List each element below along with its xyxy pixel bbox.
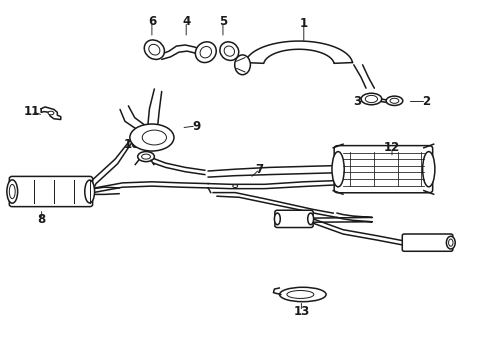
- Polygon shape: [162, 45, 211, 59]
- Text: 13: 13: [293, 305, 310, 318]
- Ellipse shape: [48, 111, 54, 115]
- Ellipse shape: [422, 152, 435, 187]
- Ellipse shape: [224, 46, 235, 56]
- Ellipse shape: [220, 42, 239, 60]
- Ellipse shape: [308, 213, 314, 225]
- Ellipse shape: [386, 96, 403, 105]
- Text: 6: 6: [148, 15, 156, 28]
- Ellipse shape: [130, 124, 174, 151]
- Text: 10: 10: [124, 138, 141, 150]
- Text: 1: 1: [300, 17, 308, 30]
- Ellipse shape: [9, 184, 15, 199]
- FancyBboxPatch shape: [9, 176, 93, 207]
- Text: 4: 4: [182, 15, 190, 28]
- Ellipse shape: [149, 44, 160, 55]
- Ellipse shape: [274, 213, 280, 225]
- Ellipse shape: [280, 287, 326, 302]
- Ellipse shape: [200, 46, 212, 58]
- Text: 12: 12: [384, 141, 400, 154]
- Ellipse shape: [332, 152, 344, 187]
- Ellipse shape: [361, 93, 382, 105]
- Ellipse shape: [142, 130, 167, 145]
- Ellipse shape: [366, 95, 378, 103]
- Text: 3: 3: [354, 95, 362, 108]
- Text: 11: 11: [24, 105, 40, 118]
- Ellipse shape: [144, 40, 165, 59]
- Ellipse shape: [85, 180, 95, 203]
- Ellipse shape: [235, 55, 250, 75]
- Ellipse shape: [446, 236, 455, 249]
- Ellipse shape: [390, 98, 399, 103]
- Ellipse shape: [233, 185, 238, 188]
- Text: 8: 8: [38, 213, 46, 226]
- Polygon shape: [245, 41, 353, 63]
- FancyBboxPatch shape: [275, 210, 313, 228]
- Ellipse shape: [138, 152, 154, 162]
- Ellipse shape: [7, 180, 18, 203]
- Ellipse shape: [142, 154, 150, 159]
- Text: 2: 2: [422, 95, 430, 108]
- Text: 5: 5: [219, 15, 227, 28]
- Ellipse shape: [449, 239, 453, 246]
- FancyBboxPatch shape: [334, 145, 433, 193]
- FancyBboxPatch shape: [402, 234, 453, 251]
- Ellipse shape: [287, 291, 314, 298]
- Ellipse shape: [196, 42, 216, 63]
- Polygon shape: [41, 107, 61, 120]
- Text: 7: 7: [256, 163, 264, 176]
- Text: 9: 9: [192, 120, 200, 132]
